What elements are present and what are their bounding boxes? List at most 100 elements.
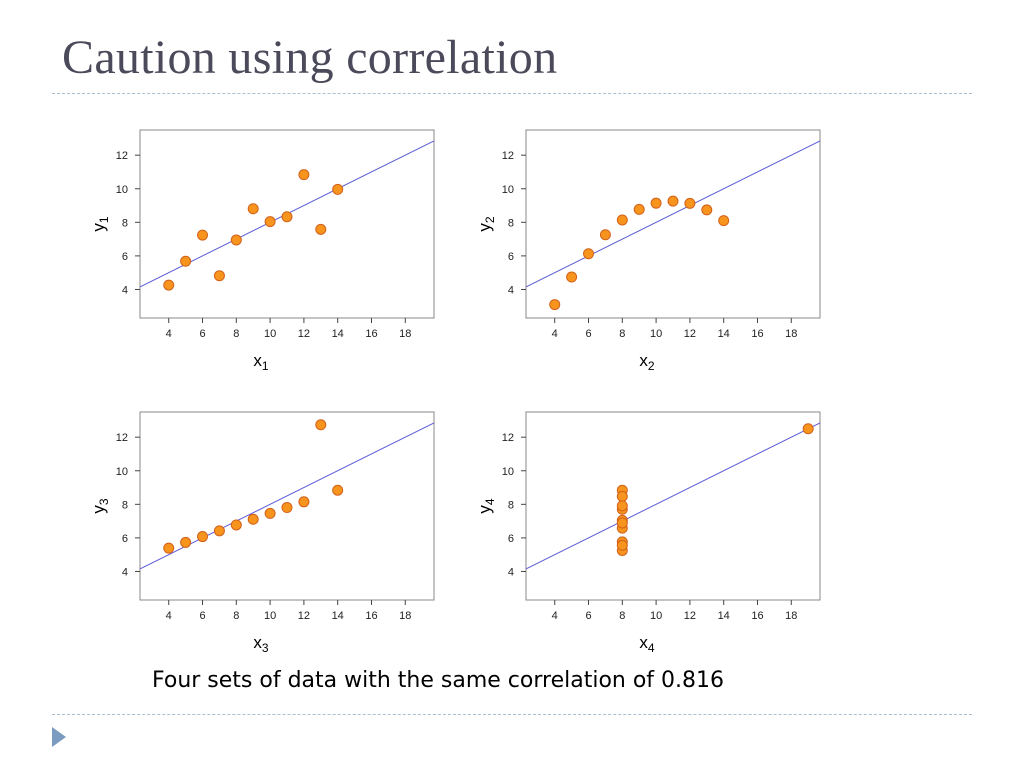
plot-frame [139, 129, 435, 319]
x-tick-label: 18 [785, 610, 797, 622]
x-tick-label: 4 [166, 328, 172, 340]
plot-svg: 4 6 8 10 12 14 16 18 4 6 8 10 12 x1 y1 [89, 129, 435, 373]
x-axis-label: x3 [253, 633, 269, 655]
data-point [616, 214, 628, 226]
scatter-plot-3: 4 6 8 10 12 14 16 18 4 6 8 10 12 x3 y3 [80, 402, 440, 655]
x-tick-label: 12 [684, 610, 696, 622]
x-tick-label: 6 [199, 328, 205, 340]
y-axis-label: y4 [475, 498, 497, 514]
regression-line [526, 422, 820, 570]
bullet-arrow-icon [52, 727, 66, 747]
x-axis-label: x4 [639, 633, 655, 655]
y-tick-label: 4 [122, 284, 128, 296]
data-point [583, 248, 595, 260]
x-tick-label: 4 [552, 610, 558, 622]
data-point [197, 229, 209, 241]
y-tick-label: 4 [508, 566, 514, 578]
scatter-plot-1: 4 6 8 10 12 14 16 18 4 6 8 10 12 x1 y1 [80, 120, 440, 373]
data-point [247, 203, 259, 215]
x-tick-label: 14 [332, 610, 344, 622]
x-tick-label: 18 [399, 328, 411, 340]
data-point [230, 234, 242, 246]
x-tick-label: 14 [718, 328, 730, 340]
data-point [802, 423, 814, 435]
data-point [718, 215, 730, 227]
x-tick-label: 14 [718, 610, 730, 622]
x-tick-label: 12 [298, 328, 310, 340]
y-tick-label: 6 [508, 533, 514, 545]
data-point [213, 270, 225, 282]
data-point [180, 255, 192, 267]
data-point [684, 197, 696, 209]
x-tick-label: 12 [298, 610, 310, 622]
y-tick-label: 12 [502, 432, 514, 444]
plot-svg: 4 6 8 10 12 14 16 18 4 6 8 10 12 x2 y2 [475, 129, 821, 373]
x-tick-label: 18 [399, 610, 411, 622]
y-tick-label: 12 [502, 150, 514, 162]
x-tick-label: 12 [684, 328, 696, 340]
scatter-plot-4: 4 6 8 10 12 14 16 18 4 6 8 10 12 x4 y4 [466, 402, 826, 655]
x-tick-label: 16 [751, 328, 763, 340]
x-tick-label: 16 [365, 610, 377, 622]
y-tick-label: 4 [122, 566, 128, 578]
y-tick-label: 6 [122, 251, 128, 263]
y-axis-label: y1 [89, 216, 111, 232]
x-tick-label: 16 [751, 610, 763, 622]
regression-line [526, 140, 820, 288]
data-point [332, 484, 344, 496]
data-point [264, 216, 276, 228]
x-tick-label: 10 [650, 610, 662, 622]
x-tick-label: 8 [233, 610, 239, 622]
plot-svg: 4 6 8 10 12 14 16 18 4 6 8 10 12 x4 y4 [475, 411, 821, 655]
data-point [616, 517, 628, 529]
x-tick-label: 16 [365, 328, 377, 340]
data-point [163, 542, 175, 554]
title-divider [52, 93, 972, 94]
data-point [633, 203, 645, 215]
y-tick-label: 8 [508, 499, 514, 511]
data-point [315, 223, 327, 235]
data-point [213, 525, 225, 537]
slide-title: Caution using correlation [62, 31, 558, 84]
x-tick-label: 18 [785, 328, 797, 340]
x-tick-label: 8 [619, 610, 625, 622]
x-tick-label: 8 [233, 328, 239, 340]
data-point [197, 531, 209, 543]
y-tick-label: 8 [508, 217, 514, 229]
data-point [180, 536, 192, 548]
data-point [599, 229, 611, 241]
y-tick-label: 12 [116, 150, 128, 162]
data-point [298, 496, 310, 508]
x-tick-label: 4 [552, 328, 558, 340]
y-tick-label: 4 [508, 284, 514, 296]
x-tick-label: 14 [332, 328, 344, 340]
figure-caption: Four sets of data with the same correlat… [152, 668, 725, 693]
y-tick-label: 10 [502, 184, 514, 196]
data-point [549, 299, 561, 311]
data-point [281, 502, 293, 514]
data-point [230, 519, 242, 531]
x-tick-label: 6 [585, 610, 591, 622]
data-point [332, 183, 344, 195]
data-point [616, 500, 628, 512]
y-tick-label: 10 [116, 466, 128, 478]
data-point [264, 507, 276, 519]
x-tick-label: 6 [199, 610, 205, 622]
y-tick-label: 8 [122, 217, 128, 229]
y-axis-label: y2 [475, 216, 497, 232]
data-point [701, 204, 713, 216]
plot-frame [139, 411, 435, 601]
y-tick-label: 12 [116, 432, 128, 444]
data-point [616, 490, 628, 502]
plot-frame [525, 129, 821, 319]
y-tick-label: 10 [502, 466, 514, 478]
plot-frame [525, 411, 821, 601]
data-point [247, 513, 259, 525]
x-tick-label: 4 [166, 610, 172, 622]
data-point [650, 197, 662, 209]
x-tick-label: 10 [264, 610, 276, 622]
data-point [315, 419, 327, 431]
data-point [298, 169, 310, 181]
y-tick-label: 8 [122, 499, 128, 511]
data-point [163, 279, 175, 291]
